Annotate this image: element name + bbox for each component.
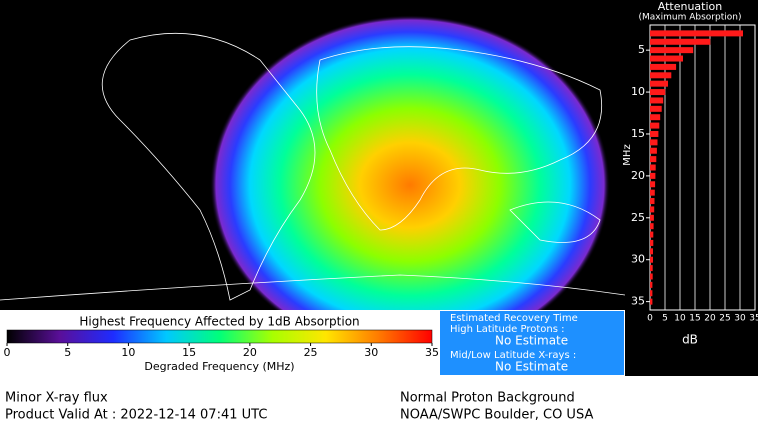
x-tick-label: 0 <box>647 314 653 324</box>
bar <box>650 290 653 297</box>
chart-subtitle: (Maximum Absorption) <box>639 13 742 23</box>
x-tick-label: 10 <box>121 346 135 359</box>
footer-text: Normal Proton Background <box>400 391 575 406</box>
coastline <box>101 32 316 301</box>
bar <box>650 97 664 104</box>
bar <box>650 248 653 255</box>
bar <box>650 72 672 79</box>
x-tick-label: 20 <box>704 314 716 324</box>
y-tick-label: 25 <box>631 211 645 224</box>
bar <box>650 122 660 129</box>
x-tick-label: 20 <box>243 346 257 359</box>
bar <box>650 281 653 288</box>
bar <box>650 223 654 230</box>
bar <box>650 298 653 305</box>
x-axis-label: Degraded Frequency (MHz) <box>144 360 294 373</box>
coastline <box>0 274 625 301</box>
bar <box>650 164 656 171</box>
bar <box>650 55 683 62</box>
colorbar-title: Highest Frequency Affected by 1dB Absorp… <box>79 315 359 329</box>
x-tick-label: 35 <box>749 314 758 324</box>
recovery-panel <box>440 311 624 375</box>
y-tick-label: 15 <box>631 127 645 140</box>
y-tick-label: 30 <box>631 253 645 266</box>
coastline <box>509 201 601 243</box>
footer-text: Product Valid At : 2022-12-14 07:41 UTC <box>5 408 267 423</box>
x-tick-label: 15 <box>182 346 196 359</box>
bar <box>650 30 743 37</box>
bar <box>650 47 694 54</box>
bar <box>650 156 657 163</box>
bar <box>650 80 668 87</box>
colorbar <box>6 329 433 344</box>
x-tick-label: 5 <box>662 314 668 324</box>
x-tick-label: 15 <box>689 314 700 324</box>
bar <box>650 89 666 96</box>
bar <box>650 198 655 205</box>
bar <box>650 139 658 146</box>
x-tick-label: 0 <box>4 346 11 359</box>
recovery-value: No Estimate <box>495 360 568 374</box>
bar <box>650 239 654 246</box>
y-axis-label: MHz <box>622 144 633 165</box>
y-tick-label: 10 <box>631 85 645 98</box>
recovery-title: Estimated Recovery Time <box>450 313 578 324</box>
y-tick-label: 5 <box>638 43 645 56</box>
x-tick-label: 10 <box>674 314 686 324</box>
bar <box>650 265 653 272</box>
bar <box>650 114 661 121</box>
footer-text: NOAA/SWPC Boulder, CO USA <box>400 408 593 423</box>
coastline <box>316 46 602 231</box>
bar <box>650 181 656 188</box>
x-tick-label: 5 <box>64 346 71 359</box>
chart-title: Attenuation <box>658 0 723 13</box>
bar <box>650 147 657 154</box>
x-tick-label: 25 <box>719 314 730 324</box>
x-tick-label: 30 <box>364 346 378 359</box>
x-tick-label: 35 <box>425 346 439 359</box>
background <box>625 0 758 376</box>
footer-text: Minor X-ray flux <box>5 391 108 406</box>
y-tick-label: 35 <box>631 295 645 308</box>
bar <box>650 38 711 45</box>
recovery-label: Mid/Low Latitude X-rays : <box>450 350 576 361</box>
bar <box>650 206 655 213</box>
bar <box>650 63 677 70</box>
bar <box>650 256 653 263</box>
bar <box>650 231 654 238</box>
bar <box>650 214 654 221</box>
x-tick-label: 25 <box>304 346 318 359</box>
map <box>0 15 625 310</box>
x-axis-label: dB <box>682 333 698 347</box>
bar <box>650 105 662 112</box>
x-tick-label: 30 <box>734 314 746 324</box>
absorption-region <box>210 15 610 310</box>
y-tick-label: 20 <box>631 169 645 182</box>
bar <box>650 189 655 196</box>
bar <box>650 172 656 179</box>
bar <box>650 273 653 280</box>
recovery-label: High Latitude Protons : <box>450 324 565 335</box>
recovery-value: No Estimate <box>495 334 568 348</box>
bar <box>650 130 659 137</box>
